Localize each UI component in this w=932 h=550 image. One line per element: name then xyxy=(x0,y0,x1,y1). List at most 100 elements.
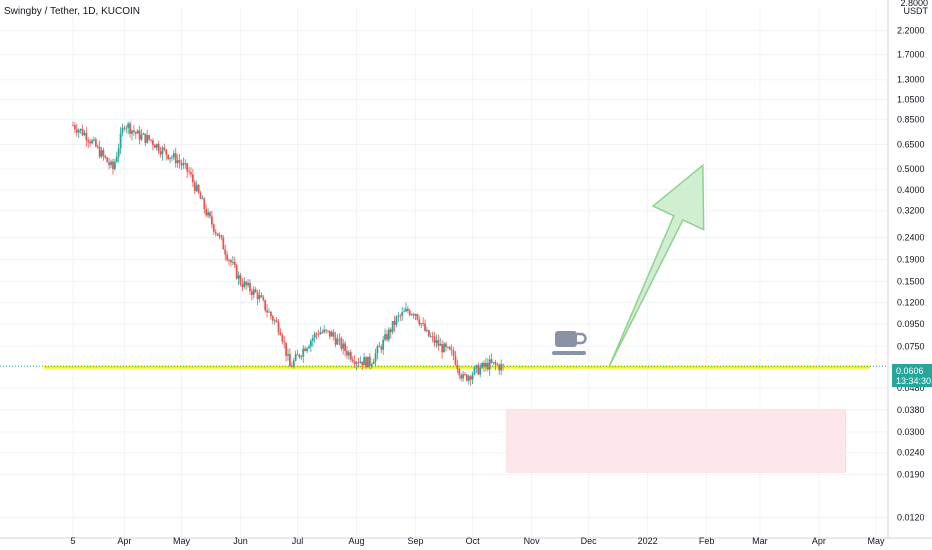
candle xyxy=(226,251,229,262)
candle xyxy=(445,341,447,352)
time-tick-label: Mar xyxy=(752,536,768,546)
candle xyxy=(74,122,76,133)
candle xyxy=(150,139,152,143)
candle xyxy=(146,129,149,144)
candle xyxy=(433,332,436,347)
candle xyxy=(159,146,162,158)
candle xyxy=(134,131,137,139)
candle xyxy=(382,336,385,355)
candle xyxy=(262,294,265,302)
candle xyxy=(456,359,459,374)
time-tick-label: May xyxy=(173,536,191,546)
candle xyxy=(391,321,394,335)
candle xyxy=(203,197,206,214)
candle xyxy=(182,157,185,169)
candle xyxy=(207,208,210,218)
candle xyxy=(407,305,409,314)
candle xyxy=(220,234,223,241)
support-line-layer xyxy=(0,365,888,369)
candle xyxy=(258,289,261,302)
candle xyxy=(367,356,369,368)
price-tick-label: 0.1500 xyxy=(897,276,925,286)
candle xyxy=(327,330,329,334)
candle xyxy=(75,123,78,137)
candle xyxy=(353,354,356,368)
candle xyxy=(429,332,432,338)
candle xyxy=(237,271,240,286)
time-tick-label: May xyxy=(867,536,885,546)
candle xyxy=(384,328,386,342)
candle xyxy=(256,289,259,306)
coffee-cup-icon xyxy=(552,331,587,355)
candle xyxy=(157,140,160,155)
price-tick-label: 0.5000 xyxy=(897,164,925,174)
candle xyxy=(269,310,272,320)
candle xyxy=(446,346,449,349)
candle xyxy=(368,353,371,370)
candle xyxy=(252,286,255,299)
time-tick-label: Sep xyxy=(408,536,424,546)
candle xyxy=(148,134,151,142)
candle xyxy=(328,330,331,340)
candle xyxy=(464,372,466,377)
candle xyxy=(211,210,213,229)
candle xyxy=(361,361,364,371)
time-axis[interactable]: 5 Apr May Jun Jul Aug Sep Oct Nov Dec 2022 Feb Mar Ap… xyxy=(0,536,932,546)
price-tick-label: 0.2400 xyxy=(897,233,925,243)
candle xyxy=(321,329,324,334)
candle xyxy=(167,154,170,161)
candle xyxy=(408,308,411,317)
candle xyxy=(416,313,419,321)
candle xyxy=(195,180,198,193)
candle xyxy=(490,353,493,364)
candle xyxy=(243,277,246,289)
candle xyxy=(410,313,413,316)
price-axis[interactable]: 2.2000 1.7000 1.3000 1.0500 0.8500 0.6500 0.50… xyxy=(887,0,925,538)
candle xyxy=(467,374,470,385)
candle xyxy=(443,341,445,353)
price-axis-top-label: 2.8000 xyxy=(900,0,928,8)
candle xyxy=(448,346,451,351)
candle xyxy=(245,280,248,291)
candle xyxy=(283,335,286,349)
candle xyxy=(239,272,242,287)
candle xyxy=(247,279,249,288)
candle xyxy=(424,319,426,332)
candle xyxy=(317,329,320,337)
candle xyxy=(235,263,238,280)
candle xyxy=(285,342,288,362)
candle xyxy=(268,308,270,313)
candle xyxy=(439,337,442,346)
time-tick-label: 2022 xyxy=(638,536,658,546)
candle xyxy=(386,329,388,342)
candle xyxy=(346,345,348,360)
time-tick-label: Jul xyxy=(292,536,304,546)
candle xyxy=(289,348,291,367)
candle xyxy=(279,328,282,336)
candle xyxy=(163,143,166,152)
candle xyxy=(87,137,90,149)
candle xyxy=(477,362,480,376)
candle xyxy=(231,255,234,265)
candle xyxy=(212,223,215,235)
candle xyxy=(418,315,421,327)
candle xyxy=(113,159,116,171)
price-tick-label: 0.6500 xyxy=(897,139,925,149)
candle xyxy=(152,138,154,151)
price-tick-label: 0.3200 xyxy=(897,206,925,216)
candle xyxy=(121,123,124,137)
candle xyxy=(372,358,375,365)
candle xyxy=(471,371,474,385)
candle xyxy=(254,286,257,293)
time-tick-label: Apr xyxy=(117,536,131,546)
candle xyxy=(186,162,189,178)
candle xyxy=(142,132,145,135)
candle xyxy=(359,356,362,364)
candle xyxy=(473,365,476,376)
price-tick-label: 0.0190 xyxy=(897,470,925,480)
candle xyxy=(290,362,293,368)
candle xyxy=(89,138,92,148)
candle xyxy=(112,158,114,175)
candle xyxy=(136,128,139,134)
